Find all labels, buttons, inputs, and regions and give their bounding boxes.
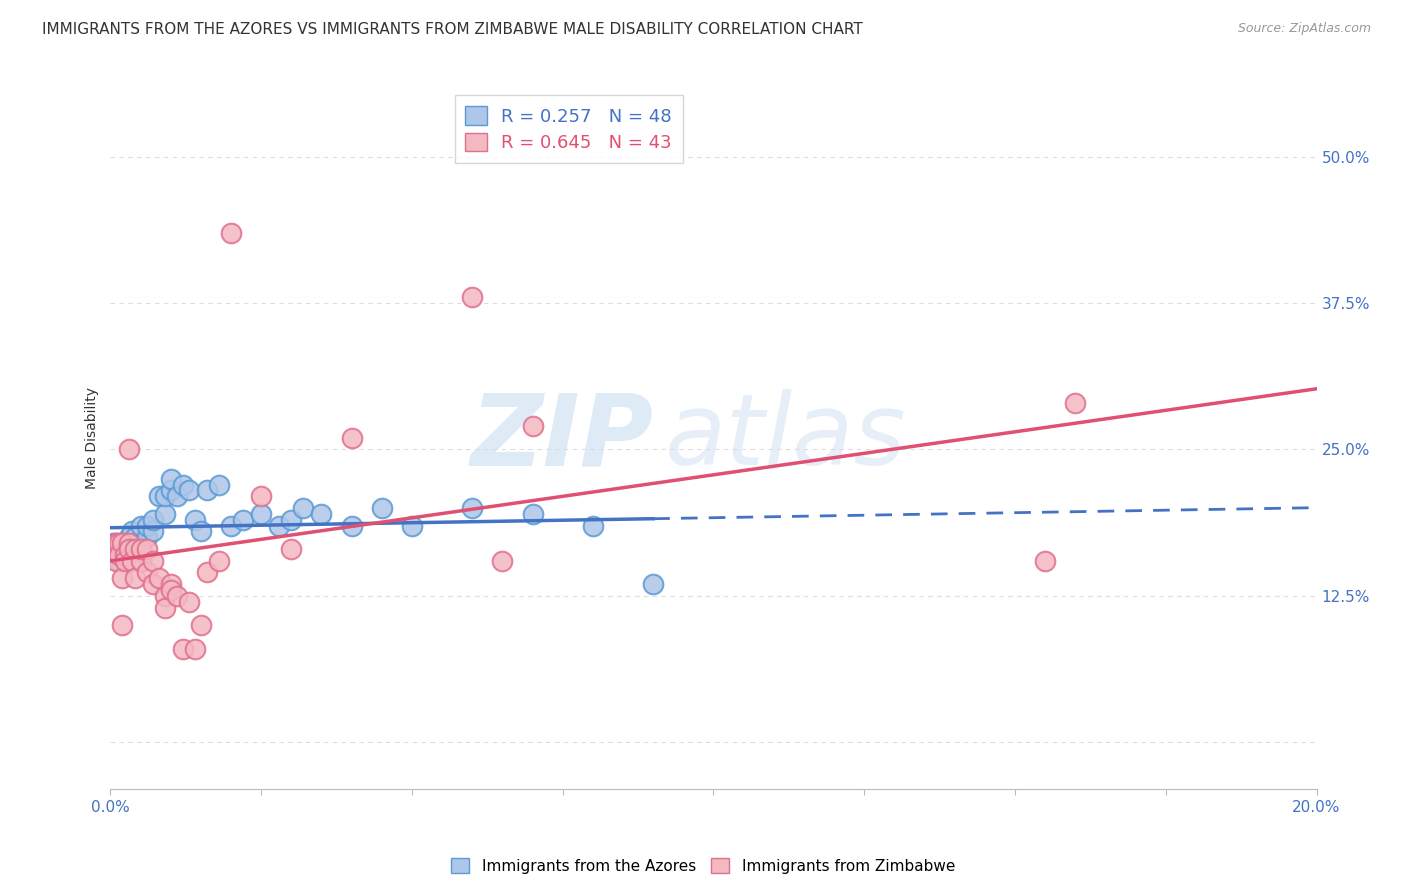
Point [153,489,176,503]
Point [280,513,302,527]
Point [105,536,128,550]
Point [124,541,146,556]
Point [142,554,165,568]
Point [250,489,273,503]
Point [121,554,143,568]
Point [124,530,146,544]
Point [232,513,254,527]
Point [114,548,136,562]
Point [114,554,136,568]
Point [208,554,231,568]
Point [111,536,134,550]
Point [103,541,125,556]
Point [461,290,484,304]
Point [124,541,146,556]
Point [108,548,131,562]
Point [522,419,544,434]
Point [111,571,134,585]
Point [117,442,139,457]
Point [105,554,128,568]
Point [184,513,207,527]
Point [166,489,188,503]
Point [129,518,152,533]
Text: Source: ZipAtlas.com: Source: ZipAtlas.com [1237,22,1371,36]
Point [159,472,181,486]
Point [269,518,291,533]
Point [142,577,165,591]
Point [190,524,212,539]
Point [250,507,273,521]
Text: ZIP: ZIP [470,389,654,486]
Point [117,541,139,556]
Point [184,641,207,656]
Point [114,548,136,562]
Point [219,226,242,240]
Point [105,536,128,550]
Point [190,618,212,632]
Point [292,501,315,516]
Point [311,507,333,521]
Point [1064,395,1087,409]
Legend: Immigrants from the Azores, Immigrants from Zimbabwe: Immigrants from the Azores, Immigrants f… [444,852,962,880]
Point [117,536,139,550]
Point [522,507,544,521]
Point [582,518,605,533]
Point [172,641,194,656]
Point [129,541,152,556]
Point [166,589,188,603]
Point [208,477,231,491]
Point [461,501,484,516]
Point [195,566,218,580]
Point [135,518,157,533]
Point [108,541,131,556]
Point [135,566,157,580]
Point [371,501,394,516]
Point [111,548,134,562]
Point [129,554,152,568]
Point [177,595,200,609]
Point [114,536,136,550]
Point [135,541,157,556]
Text: IMMIGRANTS FROM THE AZORES VS IMMIGRANTS FROM ZIMBABWE MALE DISABILITY CORRELATI: IMMIGRANTS FROM THE AZORES VS IMMIGRANTS… [42,22,863,37]
Point [177,483,200,498]
Point [108,536,131,550]
Point [643,577,665,591]
Point [103,536,125,550]
Point [401,518,423,533]
Point [148,571,170,585]
Point [121,524,143,539]
Point [159,577,181,591]
Point [105,541,128,556]
Point [117,536,139,550]
Point [159,582,181,597]
Point [172,477,194,491]
Point [117,554,139,568]
Point [117,530,139,544]
Point [340,431,363,445]
Point [111,541,134,556]
Point [1033,554,1056,568]
Point [491,554,513,568]
Legend: R = 0.257   N = 48, R = 0.645   N = 43: R = 0.257 N = 48, R = 0.645 N = 43 [454,95,683,163]
Y-axis label: Male Disability: Male Disability [86,387,100,489]
Point [153,507,176,521]
Point [219,518,242,533]
Point [153,589,176,603]
Point [340,518,363,533]
Point [148,489,170,503]
Point [108,554,131,568]
Point [124,571,146,585]
Point [142,524,165,539]
Point [135,530,157,544]
Point [153,600,176,615]
Point [195,483,218,498]
Point [159,483,181,498]
Point [129,554,152,568]
Point [142,513,165,527]
Point [129,541,152,556]
Text: atlas: atlas [665,389,907,486]
Point [280,541,302,556]
Point [111,618,134,632]
